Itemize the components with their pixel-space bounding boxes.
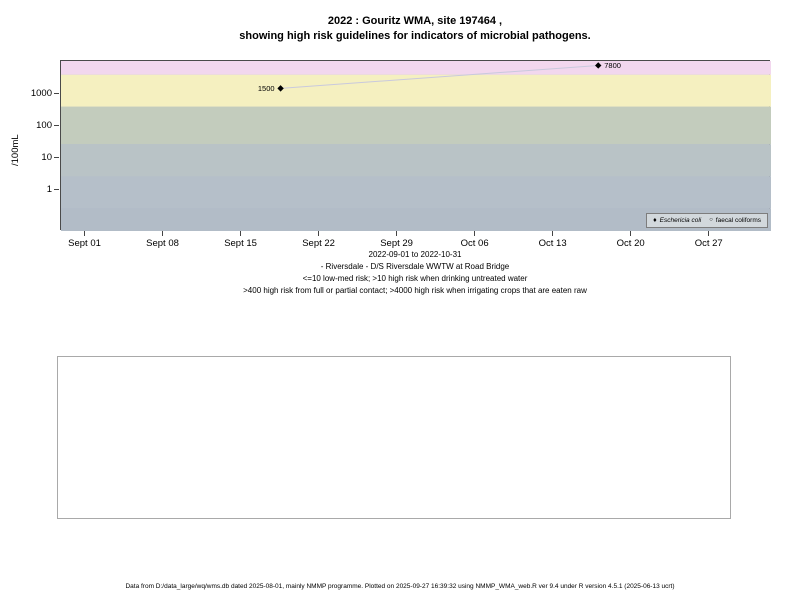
y-tick-label: 1000: [30, 87, 52, 99]
chart-title: 2022 : Gouritz WMA, site 197464 , showin…: [30, 14, 800, 44]
legend-item-ecoli: ♦ Eschericia coli: [653, 217, 701, 224]
x-tick-mark: [396, 231, 398, 236]
risk-band-zone-2.7-27: [61, 144, 771, 177]
footer-note: Data from D:/data_large/wq/wms.db dated …: [125, 583, 675, 590]
x-tick-mark: [552, 231, 554, 236]
caption-guideline-contact: >400 high risk from full or partial cont…: [243, 286, 587, 295]
x-tick-label: Oct 13: [538, 238, 567, 249]
legend-label-faecal-coliforms: faecal coliforms: [715, 217, 761, 224]
x-tick-mark: [84, 231, 86, 236]
risk-band-contact-high-risk-400-4000: [61, 74, 771, 107]
y-axis-title: /100mL: [10, 134, 21, 166]
legend-item-faecal-coliforms: ○ faecal coliforms: [709, 217, 761, 224]
empty-plot-box: [57, 356, 731, 519]
x-tick-label: Oct 20: [616, 238, 645, 249]
chart-title-line2: showing high risk guidelines for indicat…: [239, 30, 591, 42]
x-tick-mark: [630, 231, 632, 236]
x-tick-mark: [240, 231, 242, 236]
x-tick-label: Sept 08: [146, 238, 179, 249]
risk-band-zone-27-400: [61, 106, 771, 145]
x-tick-mark: [318, 231, 320, 236]
y-tick-mark: [54, 92, 59, 94]
x-tick-label: Sept 29: [380, 238, 413, 249]
caption-site-name: - Riversdale - D/S Riversdale WWTW at Ro…: [320, 262, 510, 271]
y-tick-label: 100: [36, 119, 52, 131]
ecoli-data-point: [595, 62, 602, 69]
x-tick-label: Sept 22: [302, 238, 335, 249]
risk-band-zone-bottom: [61, 208, 771, 231]
ecoli-point-value-label: 1500: [258, 84, 275, 93]
ecoli-marker-icon: ♦: [653, 217, 657, 224]
y-tick-label: 1: [46, 183, 52, 195]
ecoli-point-value-label: 7800: [604, 61, 621, 70]
ecoli-series-line: [280, 64, 599, 89]
chart-title-line1: 2022 : Gouritz WMA, site 197464 ,: [327, 15, 503, 27]
legend-box: ♦ Eschericia coli ○ faecal coliforms: [646, 213, 768, 228]
y-tick-mark: [54, 156, 59, 158]
y-tick-mark: [54, 188, 59, 190]
x-tick-label: Sept 01: [68, 238, 101, 249]
risk-band-zone-0.27-2.7: [61, 176, 771, 209]
risk-bands-and-series-canvas: 1500 7800: [61, 61, 771, 231]
faecal-coliforms-marker-icon: ○: [709, 217, 713, 223]
x-tick-mark: [162, 231, 164, 236]
x-tick-label: Sept 15: [224, 238, 257, 249]
legend-label-ecoli: Eschericia coli: [659, 217, 702, 224]
caption-block: 2022-09-01 to 2022-10-31 - Riversdale - …: [30, 249, 800, 297]
x-tick-label: Oct 27: [694, 238, 723, 249]
x-tick-label: Oct 06: [460, 238, 489, 249]
plot-area: 1500 7800 ♦ Eschericia coli ○ faecal coli…: [60, 60, 771, 231]
x-tick-mark: [708, 231, 710, 236]
y-tick-mark: [54, 124, 59, 126]
caption-date-range: 2022-09-01 to 2022-10-31: [368, 250, 462, 259]
caption-guideline-drinking: <=10 low-med risk; >10 high risk when dr…: [302, 274, 528, 283]
x-tick-mark: [474, 231, 476, 236]
risk-band-irrigation-high-risk-gt4000: [61, 61, 771, 75]
